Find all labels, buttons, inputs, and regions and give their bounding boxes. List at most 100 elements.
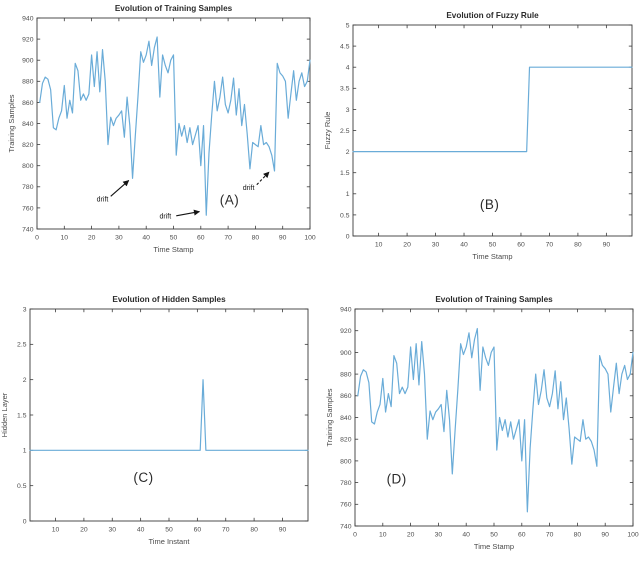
panel-b-ylabel: Fuzzy Rule bbox=[323, 112, 332, 150]
panel-d-chart: 0 10 20 30 40 50 60 70 80 90 100 740 760 780 800 820 840… bbox=[325, 295, 639, 551]
x-tick-label: 0 bbox=[35, 235, 39, 242]
y-tick-label: 940 bbox=[22, 15, 34, 22]
y-tick-label: 740 bbox=[340, 523, 352, 530]
y-tick-label: 760 bbox=[22, 205, 34, 212]
panel-b-chart: 10 20 30 40 50 60 70 80 90 0 0.5 1 1.5 2 2.5 3 3.5 4 4.5 5 E… bbox=[323, 11, 633, 261]
panel-d-title: Evolution of Training Samples bbox=[435, 295, 553, 304]
y-tick-label: 1 bbox=[346, 191, 350, 198]
panel-d-xlabel: Time Stamp bbox=[474, 542, 514, 551]
panel-b: 10 20 30 40 50 60 70 80 90 0 0.5 1 1.5 2 2.5 3 3.5 4 4.5 5 E… bbox=[320, 0, 640, 281]
panel-b-xlabel: Time Stamp bbox=[472, 252, 512, 261]
y-tick-label: 880 bbox=[340, 372, 352, 379]
y-tick-label: 860 bbox=[340, 393, 352, 400]
x-tick-label: 60 bbox=[518, 532, 526, 539]
y-tick-label: 0 bbox=[23, 518, 27, 525]
panel-c-axes-box bbox=[29, 308, 309, 522]
x-tick-label: 30 bbox=[435, 532, 443, 539]
x-tick-label: 10 bbox=[61, 235, 69, 242]
y-tick-label: 920 bbox=[22, 37, 34, 44]
y-tick-label: 1.5 bbox=[340, 170, 350, 177]
panel-a: 0 10 20 30 40 50 60 70 80 90 100 740 760 780 800 820 840… bbox=[0, 0, 320, 281]
y-tick-label: 840 bbox=[22, 121, 34, 128]
panel-d-ylabel: Training Samples bbox=[325, 388, 334, 446]
x-tick-label: 60 bbox=[517, 242, 525, 249]
y-tick-label: 800 bbox=[22, 163, 34, 170]
x-tick-label: 60 bbox=[197, 235, 205, 242]
panel-c-title: Evolution of Hidden Samples bbox=[112, 295, 226, 304]
y-tick-label: 900 bbox=[340, 350, 352, 357]
y-tick-label: 4 bbox=[346, 65, 350, 72]
panel-d-series-line bbox=[357, 327, 634, 513]
y-tick-label: 5 bbox=[346, 22, 350, 29]
y-tick-label: 0.5 bbox=[17, 483, 27, 490]
x-tick-label: 50 bbox=[170, 235, 178, 242]
y-tick-label: 2.5 bbox=[17, 342, 27, 349]
panel-c: 10 20 30 40 50 60 70 80 90 0 0.5 1 1.5 2 2.5 3 Evolution… bbox=[0, 281, 320, 562]
panel-d: 0 10 20 30 40 50 60 70 80 90 100 740 760 780 800 820 840… bbox=[320, 281, 640, 562]
panel-b-series-line bbox=[352, 66, 633, 153]
y-tick-label: 900 bbox=[22, 58, 34, 65]
y-tick-label: 2.5 bbox=[340, 128, 350, 135]
y-tick-label: 860 bbox=[22, 100, 34, 107]
x-tick-label: 50 bbox=[490, 532, 498, 539]
panel-c-ylabel: Hidden Layer bbox=[0, 392, 9, 437]
panel-a-ylabel: Training Samples bbox=[7, 94, 16, 152]
x-tick-label: 20 bbox=[403, 242, 411, 249]
panel-d-letter-label: (D) bbox=[387, 472, 407, 487]
y-tick-label: 1 bbox=[23, 448, 27, 455]
x-tick-label: 40 bbox=[142, 235, 150, 242]
x-tick-label: 40 bbox=[137, 527, 145, 534]
x-tick-label: 80 bbox=[252, 235, 260, 242]
y-tick-label: 4.5 bbox=[340, 44, 350, 51]
x-tick-label: 10 bbox=[52, 527, 60, 534]
panel-d-axes-box bbox=[354, 308, 634, 527]
panel-a-axes-box bbox=[36, 17, 311, 230]
panel-b-title: Evolution of Fuzzy Rule bbox=[446, 11, 539, 20]
y-tick-label: 820 bbox=[340, 437, 352, 444]
y-tick-label: 0 bbox=[346, 233, 350, 240]
x-tick-label: 30 bbox=[115, 235, 123, 242]
y-tick-label: 920 bbox=[340, 328, 352, 335]
x-tick-label: 90 bbox=[601, 532, 609, 539]
x-tick-label: 50 bbox=[489, 242, 497, 249]
panel-c-xlabel: Time Instant bbox=[149, 537, 191, 546]
panel-a-series-line bbox=[39, 36, 311, 216]
x-tick-label: 10 bbox=[375, 242, 383, 249]
x-tick-label: 80 bbox=[250, 527, 258, 534]
panel-a-letter-label: (A) bbox=[220, 193, 240, 208]
panel-a-title: Evolution of Training Samples bbox=[115, 4, 233, 13]
x-tick-label: 70 bbox=[546, 532, 554, 539]
drift-annotation-arrow bbox=[110, 180, 130, 197]
y-tick-label: 940 bbox=[340, 306, 352, 313]
panel-c-series-line bbox=[29, 379, 309, 451]
panel-a-xlabel: Time Stamp bbox=[153, 245, 193, 254]
y-tick-label: 840 bbox=[340, 415, 352, 422]
drift-annotation-arrow bbox=[176, 209, 201, 217]
y-tick-label: 820 bbox=[22, 142, 34, 149]
x-tick-label: 20 bbox=[88, 235, 96, 242]
x-tick-label: 70 bbox=[222, 527, 230, 534]
y-tick-label: 3 bbox=[346, 107, 350, 114]
y-tick-label: 760 bbox=[340, 502, 352, 509]
panel-b-letter-label: (B) bbox=[480, 197, 500, 212]
y-tick-label: 880 bbox=[22, 79, 34, 86]
x-tick-label: 10 bbox=[379, 532, 387, 539]
y-tick-label: 3.5 bbox=[340, 86, 350, 93]
y-tick-label: 3 bbox=[23, 306, 27, 313]
x-tick-label: 90 bbox=[603, 242, 611, 249]
y-tick-label: 2 bbox=[23, 377, 27, 384]
x-tick-label: 80 bbox=[574, 532, 582, 539]
x-tick-label: 70 bbox=[546, 242, 554, 249]
y-tick-label: 740 bbox=[22, 226, 34, 233]
x-tick-label: 90 bbox=[279, 527, 287, 534]
x-tick-label: 40 bbox=[460, 242, 468, 249]
panel-a-chart: 0 10 20 30 40 50 60 70 80 90 100 740 760 780 800 820 840… bbox=[7, 4, 316, 254]
x-tick-label: 70 bbox=[224, 235, 232, 242]
x-tick-label: 100 bbox=[627, 532, 639, 539]
y-tick-label: 2 bbox=[346, 149, 350, 156]
y-tick-label: 780 bbox=[22, 184, 34, 191]
drift-annotation-label: drift bbox=[97, 197, 109, 204]
x-tick-label: 80 bbox=[574, 242, 582, 249]
y-tick-label: 780 bbox=[340, 480, 352, 487]
x-tick-label: 90 bbox=[279, 235, 287, 242]
